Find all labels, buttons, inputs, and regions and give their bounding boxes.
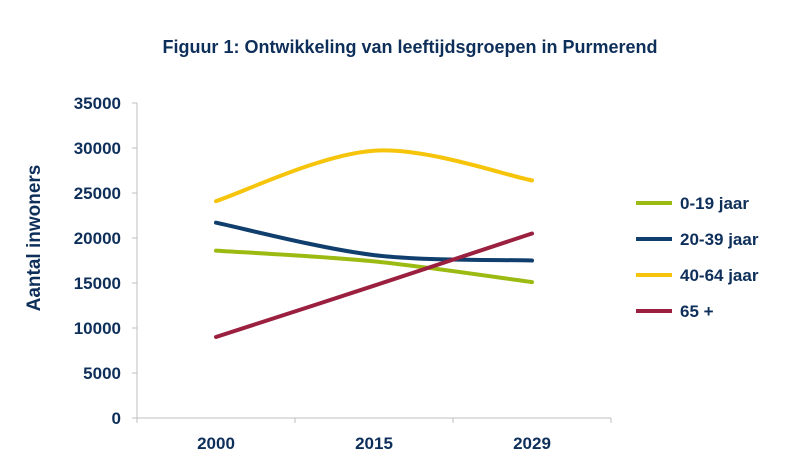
y-tick-label: 0 <box>112 409 121 428</box>
plot-area: 0 5000 10000 15000 20000 25000 30000 35000 2000 2… <box>74 94 612 453</box>
y-tick-label: 15000 <box>74 274 121 293</box>
legend-label-20-39-jaar: 20-39 jaar <box>680 230 759 249</box>
series-line-0-19-jaar <box>214 248 534 285</box>
y-tick-label: 10000 <box>74 319 121 338</box>
y-tick-label: 35000 <box>74 94 121 113</box>
x-tick-label: 2029 <box>513 434 551 453</box>
chart-title: Figuur 1: Ontwikkeling van leeftijdsgroe… <box>162 37 657 57</box>
x-tick-label: 2015 <box>355 434 393 453</box>
x-tick-label: 2000 <box>197 434 235 453</box>
y-tick-label: 25000 <box>74 184 121 203</box>
series-line-65 <box>214 231 534 339</box>
y-tick-label: 20000 <box>74 229 121 248</box>
y-tick-label: 5000 <box>83 364 121 383</box>
y-tick-label: 30000 <box>74 139 121 158</box>
series-line-20-39-jaar <box>214 220 534 263</box>
series-line-40-64-jaar <box>214 148 534 204</box>
legend-label-0-19-jaar: 0-19 jaar <box>680 194 749 213</box>
legend-label-65: 65 + <box>680 302 714 321</box>
y-axis-label: Aantal inwoners <box>24 165 45 312</box>
legend-label-40-64-jaar: 40-64 jaar <box>680 266 759 285</box>
legend: 0-19 jaar 20-39 jaar 40-64 jaar 65 + <box>636 194 759 321</box>
